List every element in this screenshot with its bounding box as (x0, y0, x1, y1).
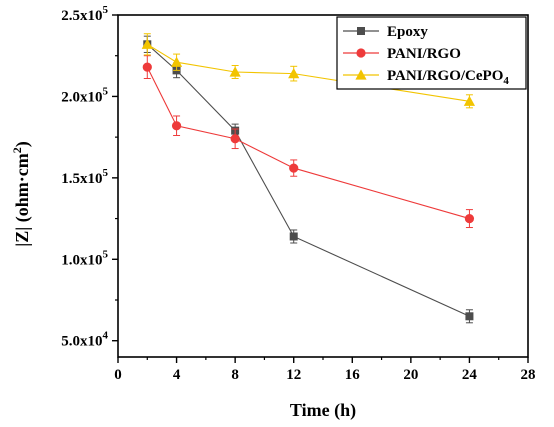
data-point (465, 312, 474, 321)
x-tick-label: 4 (173, 367, 181, 383)
legend-label: Epoxy (387, 24, 428, 40)
x-tick-label: 8 (231, 367, 239, 383)
x-tick-label: 12 (286, 367, 301, 383)
legend-label: PANI/RGO/CePO4 (387, 68, 509, 87)
legend-label: PANI/RGO (387, 46, 461, 62)
y-tick-label: 5.0x104 (61, 330, 108, 350)
legend-marker (357, 27, 365, 35)
legend-marker (356, 48, 366, 58)
x-axis-title: Time (h) (290, 400, 356, 421)
data-point (142, 62, 152, 72)
x-tick-label: 28 (521, 367, 536, 383)
y-tick-label: 1.5x105 (61, 167, 108, 187)
data-point (464, 213, 475, 224)
data-point (463, 95, 476, 106)
x-tick-label: 16 (345, 367, 361, 383)
data-point (141, 38, 153, 49)
data-point (288, 68, 300, 79)
x-tick-label: 20 (403, 367, 418, 383)
data-point (230, 134, 240, 144)
series-1 (142, 55, 475, 229)
data-point (289, 232, 298, 241)
y-axis-title: |Z| (ohm·cm2) (10, 141, 33, 246)
data-point (289, 163, 299, 173)
data-point (171, 121, 182, 131)
x-tick-label: 0 (114, 367, 122, 383)
y-tick-label: 2.5x105 (61, 4, 108, 24)
data-point (170, 56, 183, 67)
legend-marker (355, 69, 367, 80)
x-tick-label: 24 (462, 367, 478, 383)
legend: Epoxy PANI/RGO PANI/RGO/CePO4 (336, 16, 527, 90)
y-tick-label: 2.0x105 (61, 85, 108, 105)
y-tick-label: 1.0x105 (61, 248, 108, 268)
axes-layer: 0 4 8 12 16 20 24 28 5.0x104 1.0x105 1.5x105 2.0x10… (61, 4, 535, 383)
data-point (229, 66, 241, 77)
